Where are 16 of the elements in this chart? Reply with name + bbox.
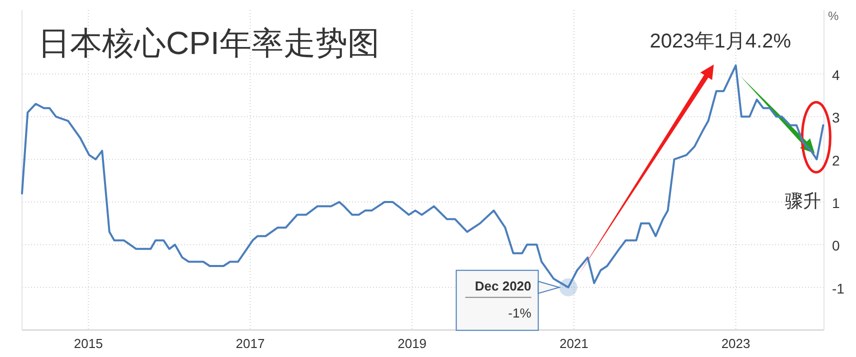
y-tick-label: -1: [832, 280, 845, 296]
y-tick-label: 2: [832, 152, 840, 168]
x-tick-label: 2019: [398, 336, 427, 351]
text: 日本核心CPI年率走势图: [38, 25, 380, 61]
annotation: 骤升: [785, 191, 822, 212]
x-tick-label: 2021: [559, 336, 588, 351]
y-axis-title: %: [828, 9, 839, 23]
x-tick-label: 2015: [74, 336, 103, 351]
y-tick-label: 0: [832, 238, 840, 254]
annotation: 2023年1月4.2%: [650, 30, 792, 52]
x-tick-label: 2017: [236, 336, 265, 351]
y-tick-label: 3: [832, 110, 840, 126]
x-tick-label: 2023: [721, 336, 750, 351]
y-tick-label: 1: [832, 195, 840, 211]
annotation: Dec 2020 -1%: [474, 278, 532, 320]
y-tick-label: 4: [832, 67, 840, 83]
